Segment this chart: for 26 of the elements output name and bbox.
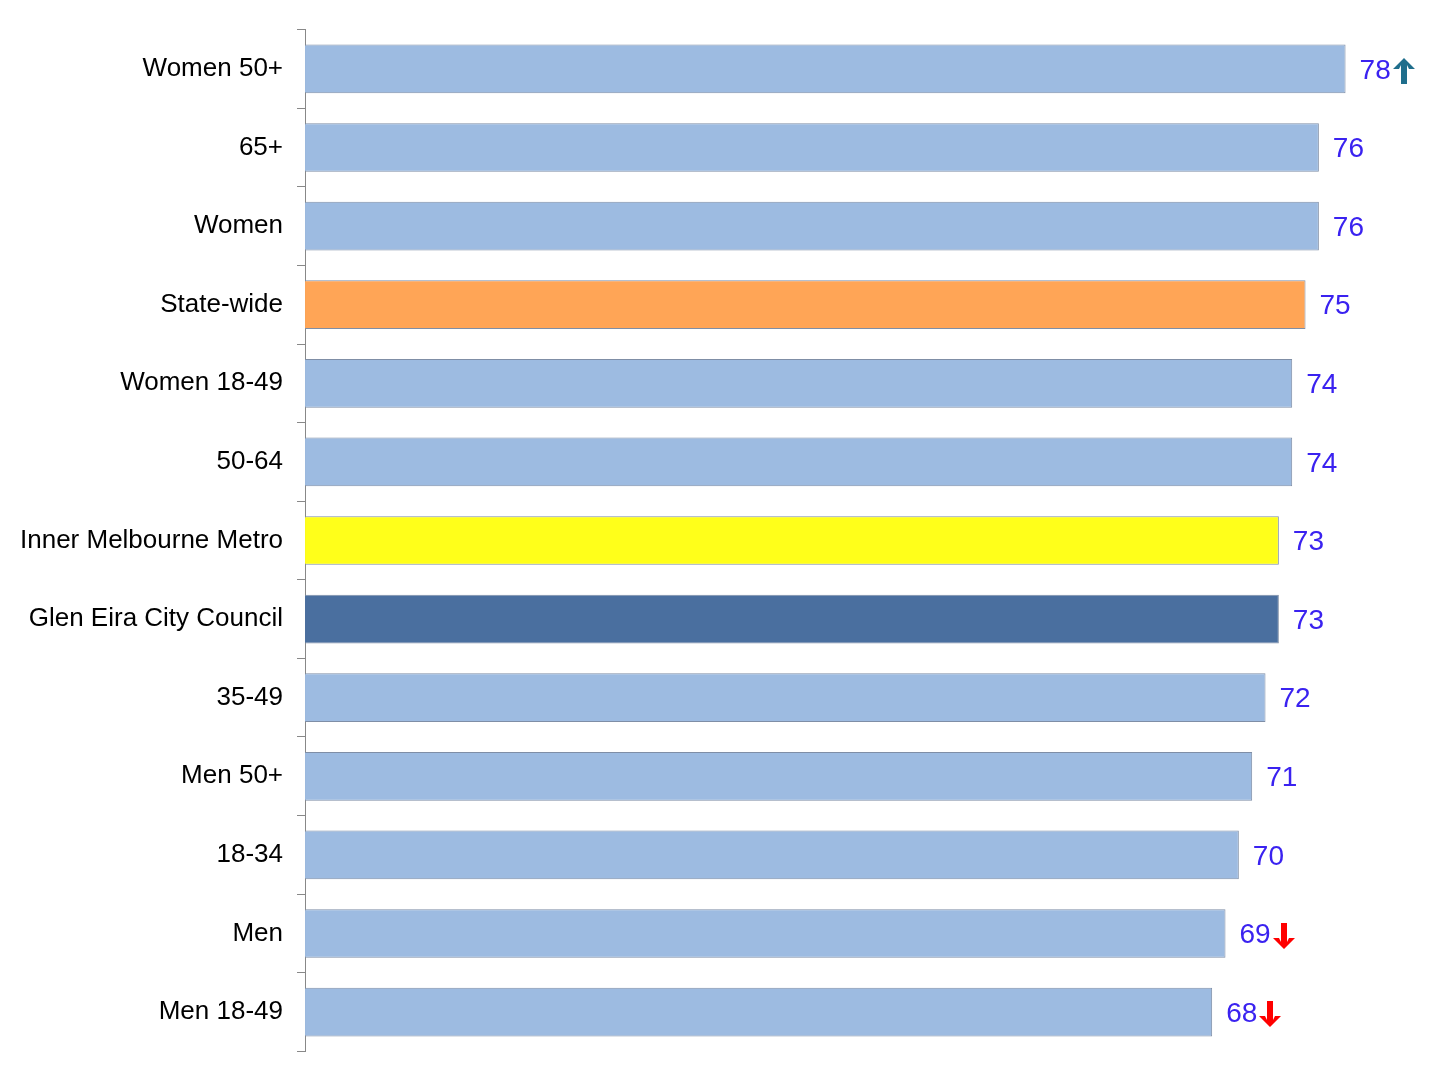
y-tick-label: Men 50+ bbox=[181, 759, 284, 790]
y-tick-label: Women 50+ bbox=[142, 52, 284, 83]
data-label: 73 bbox=[1292, 603, 1325, 635]
y-tick-label: Men bbox=[232, 916, 284, 947]
data-label: 74 bbox=[1306, 368, 1338, 400]
data-label: 75 bbox=[1319, 289, 1351, 321]
y-tick-label: 65+ bbox=[238, 130, 284, 161]
data-label: 70 bbox=[1252, 839, 1284, 871]
y-tick-label: State-wide bbox=[160, 287, 284, 318]
y-tick-label: Glen Eira City Council bbox=[28, 602, 284, 633]
data-label: 68 bbox=[1226, 996, 1258, 1028]
data-label: 76 bbox=[1332, 210, 1365, 242]
y-tick-label: Men 18-49 bbox=[158, 995, 284, 1026]
y-tick-label: 18-34 bbox=[216, 838, 284, 869]
data-label: 73 bbox=[1292, 525, 1325, 557]
y-tick-label: 50-64 bbox=[216, 445, 284, 476]
data-label: 74 bbox=[1306, 446, 1338, 478]
data-label: 78 bbox=[1359, 53, 1391, 85]
data-label: 69 bbox=[1239, 918, 1271, 950]
data-label: 71 bbox=[1266, 761, 1298, 793]
data-label: 76 bbox=[1332, 132, 1365, 164]
y-tick-label: Women bbox=[193, 209, 284, 240]
y-tick-label: 35-49 bbox=[216, 680, 284, 711]
data-label: 72 bbox=[1279, 682, 1311, 714]
y-tick-label: Women 18-49 bbox=[120, 366, 284, 397]
y-tick-label: Inner Melbourne Metro bbox=[19, 523, 284, 554]
